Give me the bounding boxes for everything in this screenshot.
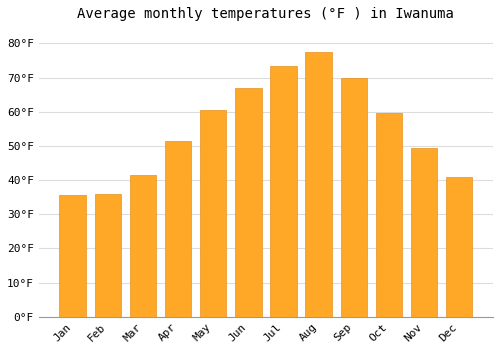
Bar [60,195,86,317]
Bar [270,65,296,317]
Bar [306,52,332,317]
Bar [130,175,156,317]
Bar [411,148,438,317]
Bar [235,88,262,317]
Bar [376,113,402,317]
Bar [165,141,191,317]
Title: Average monthly temperatures (°F ) in Iwanuma: Average monthly temperatures (°F ) in Iw… [78,7,454,21]
Bar [446,177,472,317]
Bar [340,78,367,317]
Bar [94,194,121,317]
Bar [200,110,226,317]
